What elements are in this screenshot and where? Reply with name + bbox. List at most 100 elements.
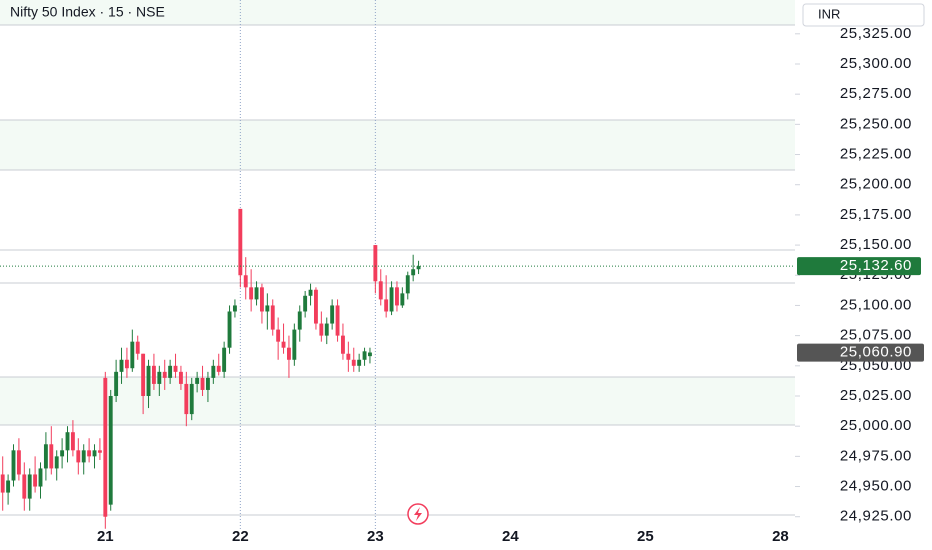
candle-body (76, 450, 81, 463)
x-tick-label: 28 (772, 528, 789, 545)
candle-body (308, 289, 313, 296)
lightning-icon[interactable] (407, 503, 429, 525)
candle-body (146, 365, 151, 396)
candle-body (270, 305, 275, 330)
candle-body (168, 365, 173, 378)
axes: 24,925.00 24,950.00 24,975.00 25,000.00 25,0… (0, 25, 924, 545)
y-tick-label: 25,025.00 (840, 387, 912, 404)
candle-body (232, 305, 237, 312)
candle-body (297, 311, 302, 330)
background-bands (0, 0, 795, 516)
candle-body (357, 359, 362, 366)
candle-body (81, 450, 86, 463)
y-tick-label: 25,200.00 (840, 176, 912, 193)
grid (239, 0, 376, 530)
y-tick-label: 25,250.00 (840, 115, 912, 132)
chart-title: Nifty 50 Index · 15 · NSE (10, 4, 165, 20)
candle-body (341, 335, 345, 354)
candle-body (70, 432, 75, 451)
candle-body (33, 474, 38, 487)
candle-body (43, 444, 48, 469)
last-price-label: 25,132.60 (840, 257, 912, 274)
candle-body (151, 365, 156, 384)
candle-body (238, 208, 243, 276)
candle-body (400, 293, 405, 306)
y-tick-label: 25,275.00 (840, 85, 912, 102)
y-tick-label: 24,950.00 (840, 478, 912, 495)
candle-body (162, 371, 167, 378)
y-tick-label: 24,925.00 (840, 508, 912, 525)
y-tick-label: 25,000.00 (840, 417, 912, 434)
candle-body (108, 395, 113, 505)
candle-body (205, 377, 210, 390)
candle-body (384, 299, 389, 312)
candle-body (27, 474, 32, 499)
x-tick-label: 21 (97, 528, 114, 545)
candle-body (135, 341, 140, 354)
candle-body (222, 347, 227, 372)
prev-close-label: 25,060.90 (840, 344, 912, 361)
candle-body (292, 329, 297, 360)
candle-body (11, 450, 16, 481)
candle-body (389, 287, 394, 312)
candle-body (103, 377, 108, 517)
candle-body (286, 347, 291, 360)
candle-body (249, 287, 254, 300)
candle-body (216, 365, 221, 372)
candle-body (87, 450, 92, 457)
candle-body (16, 450, 21, 475)
candle-body (119, 359, 124, 372)
candle-body (335, 305, 340, 336)
candle-body (227, 311, 232, 348)
candles (0, 208, 421, 529)
candle-body (411, 269, 416, 276)
candle-body (157, 371, 162, 384)
y-tick-label: 24,975.00 (840, 447, 912, 464)
last-price-box (797, 257, 921, 276)
candle-body (243, 275, 248, 288)
candle-body (351, 359, 356, 366)
candle-body (92, 450, 97, 457)
x-tick-label: 24 (502, 528, 519, 545)
candle-body (141, 353, 146, 396)
candle-body (189, 383, 194, 415)
candle-body (60, 450, 65, 457)
candle-body (65, 432, 70, 451)
candle-body (303, 295, 308, 312)
candle-body (0, 474, 5, 493)
candle-body (265, 305, 270, 312)
candle-body (22, 474, 27, 499)
currency-box[interactable] (802, 3, 925, 27)
candle-body (114, 371, 119, 396)
y-tick-label: 25,100.00 (840, 296, 912, 313)
candle-body (314, 289, 318, 324)
candle-body (405, 275, 410, 294)
candle-body (200, 377, 205, 390)
candle-body (416, 266, 421, 270)
candle-body (276, 329, 281, 342)
prev-close-box (797, 343, 924, 362)
candle-body (211, 365, 216, 378)
candle-body (319, 323, 324, 336)
candle-body (195, 377, 200, 384)
currency-label: INR (818, 6, 840, 21)
candle-body (173, 365, 178, 372)
y-tick-label: 25,325.00 (840, 25, 912, 42)
candle-body (38, 468, 43, 487)
y-tick-label: 25,300.00 (840, 55, 912, 72)
candle-body (178, 371, 183, 384)
y-tick-label: 25,175.00 (840, 206, 912, 223)
candle-body (97, 450, 102, 453)
candle-body (346, 353, 351, 360)
candle-body (281, 341, 286, 348)
candle-body (54, 456, 59, 469)
candle-body (373, 245, 378, 282)
candle-body (124, 359, 129, 369)
x-tick-label: 25 (637, 528, 654, 545)
candle-body (324, 323, 329, 336)
candle-body (368, 352, 372, 357)
y-tick-label: 25,150.00 (840, 236, 912, 253)
candle-body (49, 444, 54, 469)
